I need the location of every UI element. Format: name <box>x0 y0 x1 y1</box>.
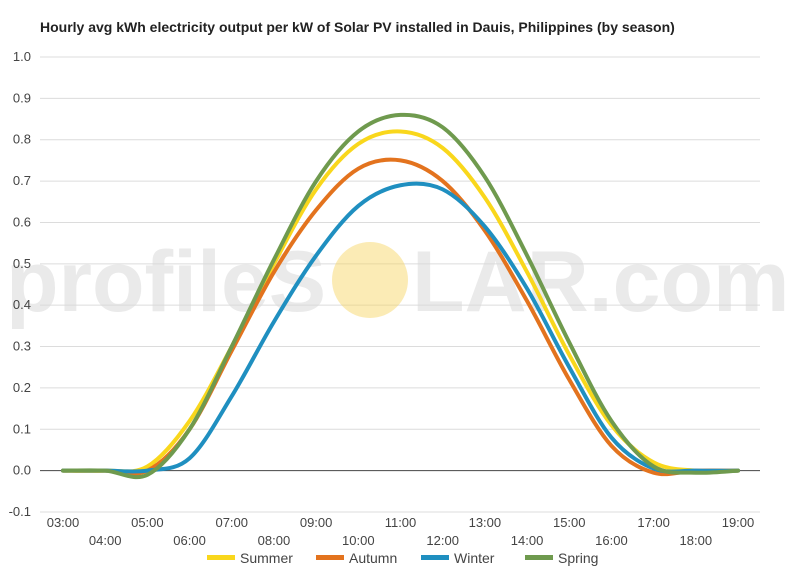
chart-title: Hourly avg kWh electricity output per kW… <box>40 19 675 35</box>
legend-label-autumn: Autumn <box>349 550 397 566</box>
legend-label-summer: Summer <box>240 550 293 566</box>
x-axis: 03:00 04:00 05:00 06:00 07:00 08:00 09:00 10:00… <box>47 515 755 548</box>
y-tick-label: 0.1 <box>13 421 31 436</box>
y-tick-label: 0.2 <box>13 380 31 395</box>
x-tick-label: 18:00 <box>680 533 713 548</box>
x-tick-label: 06:00 <box>173 533 206 548</box>
x-tick-label: 15:00 <box>553 515 586 530</box>
y-tick-label: 1.0 <box>13 49 31 64</box>
x-tick-label: 16:00 <box>595 533 628 548</box>
x-tick-label: 12:00 <box>426 533 459 548</box>
series-line-winter <box>61 181 740 474</box>
x-tick-label: 11:00 <box>385 515 417 530</box>
x-tick-label: 07:00 <box>215 515 248 530</box>
watermark: profileS LAR.com <box>6 234 789 330</box>
y-tick-label: 0.9 <box>13 90 31 105</box>
y-tick-label: 0.8 <box>13 132 31 147</box>
y-tick-label: 0.5 <box>13 256 31 271</box>
x-tick-label: 09:00 <box>300 515 333 530</box>
y-tick-label: 0.7 <box>13 173 31 188</box>
x-tick-label: 14:00 <box>511 533 544 548</box>
legend-swatch-winter <box>421 555 449 560</box>
legend-swatch-autumn <box>316 555 344 560</box>
series-line-spring <box>61 112 740 480</box>
y-tick-label: 0.4 <box>13 297 31 312</box>
y-tick-label: -0.1 <box>9 504 31 519</box>
x-tick-label: 03:00 <box>47 515 80 530</box>
legend-swatch-summer <box>207 555 235 560</box>
y-tick-label: 0.6 <box>13 214 31 229</box>
grid-layer <box>40 56 760 513</box>
legend-swatch-spring <box>525 555 553 560</box>
x-tick-label: 08:00 <box>258 533 291 548</box>
series-line-summer <box>61 129 740 474</box>
y-axis: -0.1 0.0 0.1 0.2 0.3 0.4 0.5 0.6 0.7 0.8 0.9 1.0 <box>9 49 31 519</box>
legend-label-winter: Winter <box>454 550 495 566</box>
watermark-text-left: profileS <box>6 234 326 330</box>
x-tick-label: 17:00 <box>637 515 670 530</box>
x-tick-label: 04:00 <box>89 533 122 548</box>
y-tick-label: 0.0 <box>13 463 31 478</box>
x-tick-label: 13:00 <box>469 515 502 530</box>
y-tick-label: 0.3 <box>13 339 31 354</box>
sun-icon <box>332 242 408 318</box>
x-tick-label: 19:00 <box>722 515 755 530</box>
legend-label-spring: Spring <box>558 550 598 566</box>
x-tick-label: 10:00 <box>342 533 375 548</box>
legend: Summer Autumn Winter Spring <box>207 550 598 566</box>
series-layer <box>61 112 740 480</box>
x-tick-label: 05:00 <box>131 515 164 530</box>
watermark-text-right: LAR.com <box>412 234 789 330</box>
